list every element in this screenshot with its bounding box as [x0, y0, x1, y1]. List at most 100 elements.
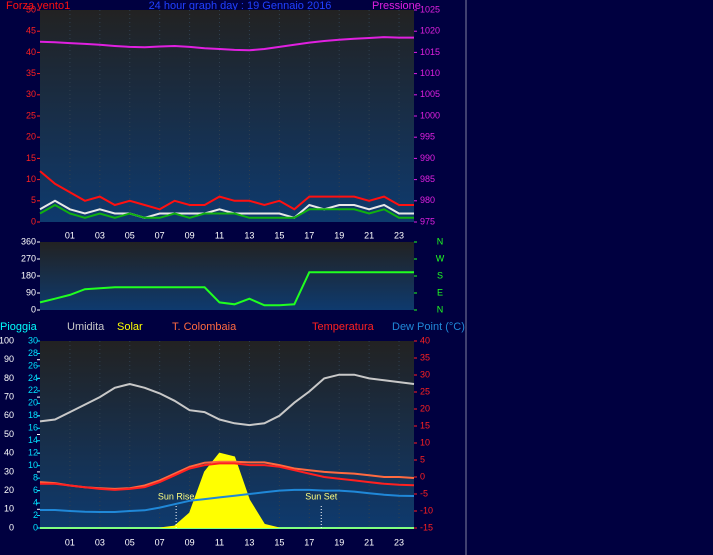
- y3-tick-label: 0: [33, 522, 38, 532]
- x-tick-label: 05: [125, 537, 135, 547]
- y3-tick-label: 22: [28, 385, 38, 395]
- y2-tick-label: 1005: [420, 89, 440, 99]
- series-line: [40, 488, 415, 513]
- x-tick-label: 23: [394, 230, 404, 240]
- y3-tick-label: 6: [33, 485, 38, 495]
- y-tick-label: 35: [26, 68, 36, 78]
- x-tick-label: 15: [274, 230, 284, 240]
- y2-tick-label: N: [437, 304, 444, 314]
- x-tick-label: 01: [65, 537, 75, 547]
- y-tick-label: 90: [4, 354, 14, 364]
- y-tick-label: 0: [31, 216, 36, 226]
- x-tick-label: 11: [215, 537, 224, 547]
- y-tick-label: 30: [26, 89, 36, 99]
- x-tick-label: 13: [244, 230, 254, 240]
- y2-tick-label: E: [437, 287, 443, 297]
- series-line: [39, 373, 415, 427]
- y-tick-label: 15: [26, 153, 36, 163]
- x-tick-label: 21: [364, 537, 374, 547]
- x-tick-label: 11: [215, 230, 224, 240]
- y3-tick-label: 20: [28, 398, 38, 408]
- x-tick-label: 19: [334, 537, 344, 547]
- y-tick-label: 180: [21, 270, 36, 280]
- y3-tick-label: 18: [28, 410, 38, 420]
- y2-tick-label: 995: [420, 132, 435, 142]
- y2-tick-label: N: [437, 236, 444, 246]
- y2-tick-label: 25: [420, 386, 430, 396]
- y-tick-label: 40: [4, 448, 14, 458]
- x-tick-label: 07: [155, 230, 165, 240]
- y-tick-label: 100: [0, 335, 14, 345]
- y-tick-label: 0: [31, 304, 36, 314]
- y-tick-label: 30: [4, 466, 14, 476]
- y3-tick-label: 16: [28, 423, 38, 433]
- x-tick-label: 09: [185, 230, 195, 240]
- y3-tick-label: 30: [28, 335, 38, 345]
- y-tick-label: 10: [26, 174, 36, 184]
- y2-tick-label: 985: [420, 174, 435, 184]
- y-tick-label: 360: [21, 236, 36, 246]
- plot-area: [40, 242, 414, 310]
- y-tick-label: 270: [21, 253, 36, 263]
- y2-tick-label: 10: [420, 437, 430, 447]
- y3-tick-label: 2: [33, 510, 38, 520]
- legend-label: Dew Point (°C): [392, 321, 465, 333]
- series-line: [40, 462, 415, 491]
- y2-tick-label: 30: [420, 369, 430, 379]
- plot-area: [40, 10, 414, 222]
- annotation: Sun Rise: [158, 491, 195, 501]
- x-tick-label: 17: [304, 230, 314, 240]
- y2-tick-label: 1020: [420, 26, 440, 36]
- y-tick-label: 45: [26, 26, 36, 36]
- y2-tick-label: -15: [420, 522, 433, 532]
- x-tick-label: 09: [185, 537, 195, 547]
- series-line: [39, 271, 414, 307]
- y3-tick-label: 4: [33, 497, 38, 507]
- x-tick-label: 03: [95, 537, 105, 547]
- y3-tick-label: 26: [28, 360, 38, 370]
- y-tick-label: 40: [26, 47, 36, 57]
- y-tick-label: 0: [9, 522, 14, 532]
- y2-tick-label: -5: [420, 488, 428, 498]
- y-tick-label: 80: [4, 373, 14, 383]
- y-tick-label: 70: [4, 391, 14, 401]
- y3-tick-label: 24: [28, 373, 38, 383]
- y2-tick-label: 1010: [420, 68, 440, 78]
- legend-label: Forza vento1: [6, 0, 70, 12]
- legend-label: Solar: [117, 321, 143, 333]
- y2-tick-label: W: [436, 253, 445, 263]
- legend-label: T. Colombaia: [172, 321, 237, 333]
- y3-tick-label: 8: [33, 473, 38, 483]
- legend-label: Umidita: [67, 321, 105, 333]
- y-tick-label: 20: [4, 485, 14, 495]
- y3-tick-label: 10: [28, 460, 38, 470]
- series-line: [39, 203, 414, 219]
- x-tick-label: 13: [244, 537, 254, 547]
- x-tick-label: 01: [65, 230, 75, 240]
- y2-tick-label: 5: [420, 454, 425, 464]
- legend-label: Pressione: [372, 0, 421, 12]
- area: [40, 452, 414, 529]
- y-tick-label: 90: [26, 287, 36, 297]
- y2-tick-label: 1025: [420, 4, 440, 14]
- chart-title: 24 hour graph day : 19 Gennaio 2016: [149, 0, 332, 12]
- y3-tick-label: 12: [28, 448, 38, 458]
- y3-tick-label: 28: [28, 348, 38, 358]
- legend-label: Pioggia: [0, 321, 38, 333]
- y3-tick-label: 14: [28, 435, 38, 445]
- y2-tick-label: 40: [420, 335, 430, 345]
- legend-label: Temperatura: [312, 321, 375, 333]
- y2-tick-label: 35: [420, 352, 430, 362]
- y-tick-label: 50: [4, 429, 14, 439]
- y2-tick-label: 15: [420, 420, 430, 430]
- x-tick-label: 19: [334, 230, 344, 240]
- x-tick-label: 03: [95, 230, 105, 240]
- y2-tick-label: S: [437, 270, 443, 280]
- y2-tick-label: 20: [420, 403, 430, 413]
- series-line: [39, 36, 414, 52]
- x-tick-label: 21: [364, 230, 374, 240]
- x-tick-label: 07: [155, 537, 165, 547]
- y-tick-label: 10: [4, 504, 14, 514]
- y2-tick-label: 975: [420, 216, 435, 226]
